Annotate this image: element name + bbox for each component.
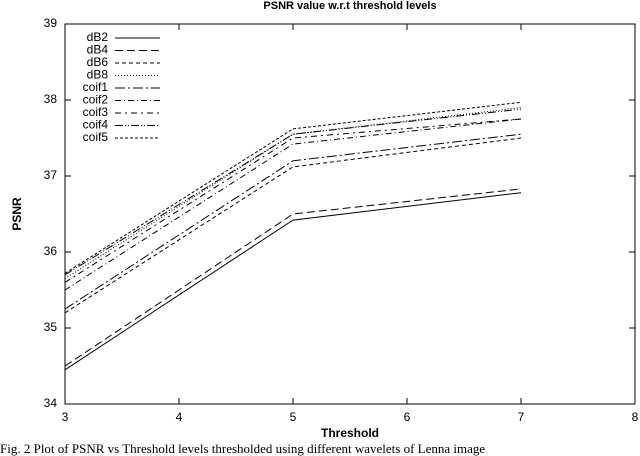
y-tick-label: 34 [44, 396, 58, 410]
x-tick-label: 8 [632, 410, 639, 424]
x-tick-label: 6 [404, 410, 411, 424]
line-series [64, 108, 522, 276]
line-series [64, 188, 522, 367]
x-tick-label: 4 [176, 410, 183, 424]
legend-label: dB4 [87, 43, 109, 57]
caption: Fig. 2 Plot of PSNR vs Threshold levels … [0, 441, 485, 456]
line-series [64, 192, 522, 371]
legend-label: dB6 [87, 55, 109, 69]
plot-frame [64, 23, 636, 405]
legend-label: coif5 [83, 130, 109, 144]
line-series [64, 133, 522, 310]
line-series [64, 101, 522, 274]
y-tick-label: 37 [44, 168, 58, 182]
y-tick-label: 39 [44, 16, 58, 30]
legend-label: coif4 [83, 118, 109, 132]
x-tick-label: 5 [290, 410, 297, 424]
line-series [64, 137, 522, 314]
legend-label: dB8 [87, 68, 109, 82]
y-axis-label: PSNR [10, 197, 24, 231]
y-tick-label: 35 [44, 320, 58, 334]
chart-title: PSNR value w.r.t threshold levels [263, 0, 436, 12]
x-tick-label: 3 [62, 410, 69, 424]
legend-label: coif2 [83, 93, 109, 107]
y-tick-label: 38 [44, 92, 58, 106]
legend-label: coif1 [83, 80, 109, 94]
x-axis-label: Threshold [321, 426, 379, 440]
legend-label: coif3 [83, 105, 109, 119]
y-tick-label: 36 [44, 244, 58, 258]
line-series [64, 107, 522, 280]
legend-label: dB2 [87, 30, 109, 44]
x-tick-label: 7 [518, 410, 525, 424]
